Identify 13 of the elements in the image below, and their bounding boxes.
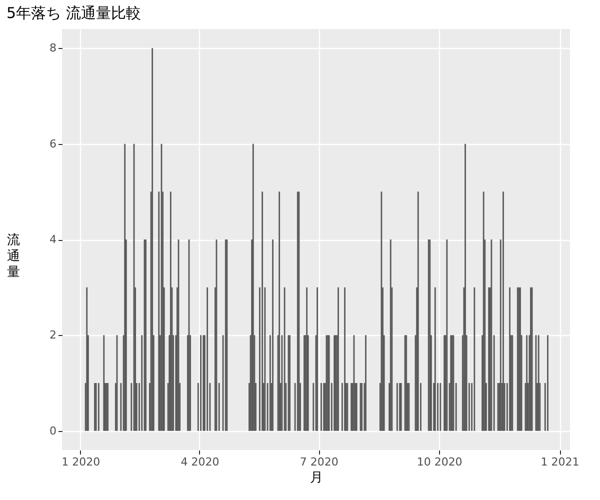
y-tick-label: 6 xyxy=(50,137,56,150)
x-tick-label: 7 2020 xyxy=(300,456,338,468)
x-tick-label: 1 2021 xyxy=(540,456,580,468)
x-tick-label: 1 2020 xyxy=(62,456,100,468)
x-tick-label: 10 2020 xyxy=(416,456,462,468)
y-tick-label: 0 xyxy=(50,424,56,438)
x-tick-label: 4 2020 xyxy=(180,456,220,468)
y-tick-label: 4 xyxy=(50,233,56,246)
y-tick-label: 8 xyxy=(50,42,56,55)
x-axis-title: 月 xyxy=(310,470,323,486)
y-tick-label: 2 xyxy=(50,328,56,342)
chart-title: 5年落ち 流通量比較 xyxy=(6,4,141,22)
y-axis-title: 流通量 xyxy=(7,232,20,280)
